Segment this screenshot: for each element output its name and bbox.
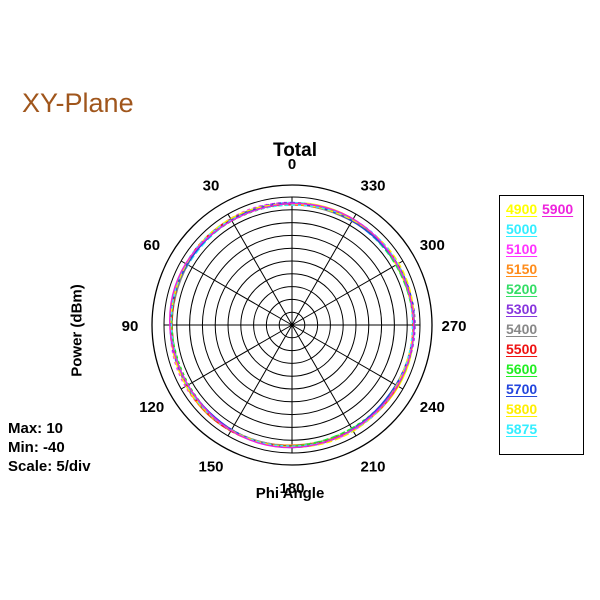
angle-tick-label: 120 bbox=[139, 399, 164, 416]
max-value: Max: 10 bbox=[8, 420, 64, 437]
grid-spoke bbox=[227, 324, 293, 437]
angle-tick-label: 60 bbox=[143, 237, 160, 254]
angle-tick-label: 150 bbox=[198, 458, 223, 475]
angle-labels: 0 330 300 270 240 210 180 150 120 90 60 30 bbox=[122, 156, 467, 497]
grid-spoke bbox=[291, 324, 404, 390]
legend-item-5900: 5900 bbox=[542, 201, 574, 217]
angle-tick-label: 180 bbox=[279, 480, 304, 497]
legend-item-5300: 5300 bbox=[506, 301, 538, 317]
grid-spoke bbox=[291, 260, 404, 326]
series-curve-5875 bbox=[170, 204, 414, 447]
angle-tick-label: 210 bbox=[360, 458, 385, 475]
legend-item-5150: 5150 bbox=[506, 261, 538, 277]
legend-item-5100: 5100 bbox=[506, 241, 538, 257]
legend-item-5700: 5700 bbox=[506, 381, 538, 397]
grid-spoke bbox=[291, 324, 357, 437]
series-curve-5900 bbox=[168, 202, 415, 449]
legend-item-4900: 4900 bbox=[506, 201, 538, 217]
angle-tick-label: 300 bbox=[420, 237, 445, 254]
angle-tick-label: 330 bbox=[360, 178, 385, 195]
angle-tick-label: 0 bbox=[288, 156, 296, 173]
polar-grid bbox=[151, 184, 433, 466]
angle-tick-label: 270 bbox=[441, 318, 466, 335]
y-axis-label: Power (dBm) bbox=[68, 284, 86, 377]
grid-spoke bbox=[291, 213, 357, 326]
legend: 4900 5000 5100 5150 5200 5300 5400 5500 5600 5700… bbox=[499, 195, 584, 455]
angle-tick-label: 90 bbox=[122, 318, 139, 335]
grid-spoke bbox=[180, 324, 293, 390]
chart-title: Total bbox=[273, 140, 317, 161]
legend-item-5600: 5600 bbox=[506, 361, 538, 377]
legend-item-5500: 5500 bbox=[506, 341, 538, 357]
grid-spoke bbox=[180, 260, 293, 326]
legend-item-5875: 5875 bbox=[506, 421, 538, 437]
legend-item-5400: 5400 bbox=[506, 321, 538, 337]
angle-tick-label: 30 bbox=[203, 178, 220, 195]
scale-info: Max: 10 Min: -40 Scale: 5/div bbox=[8, 419, 91, 476]
legend-item-5000: 5000 bbox=[506, 221, 538, 237]
series-curves bbox=[168, 201, 416, 449]
angle-tick-label: 240 bbox=[420, 399, 445, 416]
grid-spoke bbox=[227, 213, 293, 326]
x-axis-label: Phi Angle bbox=[255, 485, 325, 502]
min-value: Min: -40 bbox=[8, 439, 65, 456]
legend-item-5200: 5200 bbox=[506, 281, 538, 297]
legend-item-5800: 5800 bbox=[506, 401, 538, 417]
page-title: XY-Plane bbox=[22, 88, 134, 118]
outer-ring bbox=[151, 184, 433, 466]
scale-value: Scale: 5/div bbox=[8, 458, 91, 475]
